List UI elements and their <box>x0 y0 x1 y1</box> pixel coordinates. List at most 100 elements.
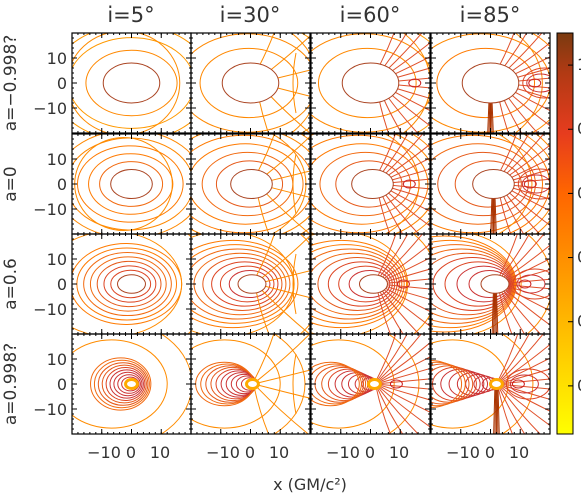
contour-arc <box>497 134 533 234</box>
contour-ring <box>83 251 172 317</box>
contour-jet <box>496 293 499 334</box>
contour-ray <box>377 334 422 382</box>
contour-ray <box>384 193 420 234</box>
contour-arc <box>292 353 297 415</box>
contour-ray <box>265 192 310 234</box>
contour-arc <box>72 339 168 429</box>
contour-ray <box>377 291 391 334</box>
contour-ray <box>385 285 430 300</box>
contour-ray <box>269 186 310 198</box>
contour-ray <box>385 268 430 283</box>
contour-lobe <box>505 368 550 400</box>
contour-ray <box>507 33 543 70</box>
contour-ring <box>215 160 284 208</box>
contour-arc <box>187 234 191 334</box>
contour-ray <box>257 384 310 399</box>
panel-r4-c4 <box>430 333 551 435</box>
contour-ring <box>311 248 403 320</box>
contour-ray <box>392 90 430 112</box>
contour-ray <box>260 289 310 334</box>
contour-ray <box>269 35 310 72</box>
x-tick-label: −10 <box>87 443 121 462</box>
contour-ring <box>468 269 511 299</box>
contour-lines <box>311 334 430 434</box>
contour-ray <box>377 386 419 434</box>
contour-arc <box>501 334 534 434</box>
contour-ray <box>379 378 430 385</box>
contour-ring <box>431 235 517 333</box>
contour-ray <box>391 178 430 184</box>
contour-ray <box>376 387 404 434</box>
contour-ray <box>392 56 430 76</box>
contour-jet <box>493 198 496 234</box>
contour-jet <box>490 102 493 133</box>
shadow-disk <box>221 62 280 104</box>
contour-jet <box>491 198 494 234</box>
contour-ring <box>311 239 408 329</box>
panel-frame <box>190 32 311 134</box>
contour-ray <box>507 284 550 290</box>
contour-ray <box>504 288 550 326</box>
contour-ray <box>498 334 530 381</box>
contour-lines <box>431 33 550 133</box>
contour-lobe <box>509 374 539 394</box>
contour-ray <box>512 90 550 112</box>
contour-ray <box>378 356 430 383</box>
contour-ray <box>501 384 550 400</box>
contour-ring <box>85 49 178 117</box>
panel-r4-c3 <box>310 333 431 435</box>
contour-lines <box>191 33 310 133</box>
shadow-disk <box>489 378 504 390</box>
panel-r1-c3 <box>310 32 431 134</box>
contour-ray <box>501 378 550 385</box>
contour-lines <box>431 234 550 334</box>
panel-r3-c1 <box>71 233 192 335</box>
contour-ray <box>497 334 519 381</box>
contour-ring <box>191 143 304 225</box>
contour-ray <box>256 334 310 382</box>
contour-jet <box>488 102 491 133</box>
contour-lobe <box>389 379 403 389</box>
contour-ray <box>386 191 430 227</box>
contour-ray <box>269 170 310 182</box>
contour-ray <box>383 288 430 327</box>
shadow-disk <box>480 274 510 294</box>
contour-ray <box>381 134 409 174</box>
column-title-3: i=60° <box>340 3 401 27</box>
colorbar-gradient <box>556 32 574 435</box>
contour-ray <box>378 385 430 413</box>
contour-ray <box>500 234 530 278</box>
shadow-disk <box>230 169 273 199</box>
contour-ray <box>385 284 430 290</box>
contour-ray <box>378 386 430 428</box>
contour-jet <box>491 102 494 133</box>
contour-arc <box>191 234 295 334</box>
contour-ray <box>388 157 430 179</box>
contour-ray <box>260 235 310 279</box>
y-tick-label: 10 <box>47 49 67 68</box>
shadow-disk <box>358 274 388 294</box>
contour-arc <box>72 234 183 334</box>
column-title-2: i=30° <box>220 3 281 27</box>
contour-ring <box>321 366 367 402</box>
contour-ray <box>394 87 430 99</box>
contour-ring <box>456 265 512 303</box>
contour-ring <box>431 365 474 403</box>
contour-arc <box>387 334 420 434</box>
contour-ray <box>384 134 424 175</box>
colorbar-tick-label: 1 <box>577 55 581 74</box>
contour-ring <box>454 160 522 208</box>
contour-ray <box>275 69 310 80</box>
contour-ray <box>512 56 550 76</box>
contour-lobe <box>408 78 422 88</box>
contour-ray <box>383 243 430 280</box>
row-label-1: a=−0.998? <box>1 35 21 132</box>
contour-ray <box>498 33 515 67</box>
contour-ring <box>93 359 150 409</box>
contour-ring <box>113 371 143 397</box>
contour-lobe <box>521 174 550 194</box>
contour-ring <box>431 360 463 408</box>
contour-ring <box>411 134 430 234</box>
contour-ray <box>512 184 550 190</box>
row-label-2: a=0 <box>1 166 21 201</box>
